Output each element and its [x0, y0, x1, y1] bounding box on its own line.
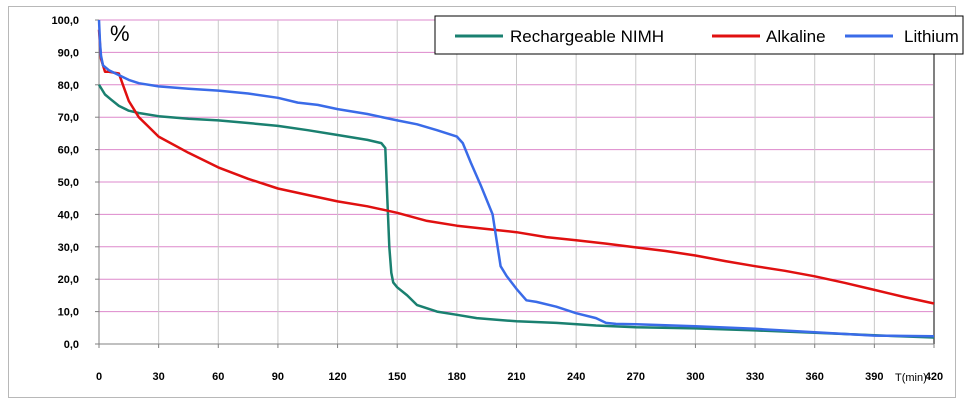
x-tick-label: 360	[806, 371, 824, 383]
y-tick-label: 100,0	[51, 15, 79, 27]
legend-label: Rechargeable NIMH	[510, 27, 664, 46]
y-tick-labels: 0,0 10,0 20,0 30,0 40,0 50,0 60,0 70,0 80,0 90,0 1…	[51, 15, 79, 351]
y-axis-unit-label: %	[110, 21, 130, 46]
series-lines	[97, 19, 935, 339]
y-tick-label: 90,0	[58, 47, 79, 59]
x-tick-label: 90	[272, 371, 284, 383]
grid-lines	[99, 19, 935, 344]
x-tick-label: 60	[212, 371, 224, 383]
x-tick-label: 30	[153, 371, 165, 383]
y-tick-label: 70,0	[58, 112, 79, 124]
legend-label: Lithium	[904, 27, 959, 46]
x-tick-label: 0	[96, 371, 102, 383]
chart-frame	[8, 6, 956, 398]
x-tick-label: 150	[388, 371, 406, 383]
y-tick-label: 20,0	[58, 274, 79, 286]
y-tick-label: 0,0	[64, 339, 79, 351]
x-tick-label: 270	[627, 371, 645, 383]
y-tick-label: 50,0	[58, 177, 79, 189]
legend-items: Rechargeable NIMH Alkaline Lithium	[455, 27, 959, 46]
y-tick-label: 30,0	[58, 242, 79, 254]
x-tick-label: 330	[746, 371, 764, 383]
legend: Rechargeable NIMH Alkaline Lithium	[434, 15, 964, 55]
axes	[95, 19, 935, 348]
x-tick-label: 390	[865, 371, 883, 383]
x-tick-label: 210	[507, 371, 525, 383]
x-axis-label: T(min)	[895, 372, 927, 384]
series-line-rechargeable-nimh	[97, 84, 935, 339]
y-tick-label: 60,0	[58, 145, 79, 157]
y-tick-label: 80,0	[58, 80, 79, 92]
y-tick-label: 40,0	[58, 209, 79, 221]
x-tick-label: 300	[686, 371, 704, 383]
x-tick-label: 120	[328, 371, 346, 383]
series-line-alkaline	[97, 29, 935, 305]
series-line-lithium	[97, 19, 935, 338]
x-tick-label: 240	[567, 371, 585, 383]
x-tick-labels: 0 30 60 90 120 150 180 210 240 270 300 330 360 390 420	[96, 371, 943, 383]
legend-label: Alkaline	[766, 27, 826, 46]
x-tick-label: 180	[448, 371, 466, 383]
y-tick-label: 10,0	[58, 307, 79, 319]
x-tick-label: 420	[925, 371, 943, 383]
